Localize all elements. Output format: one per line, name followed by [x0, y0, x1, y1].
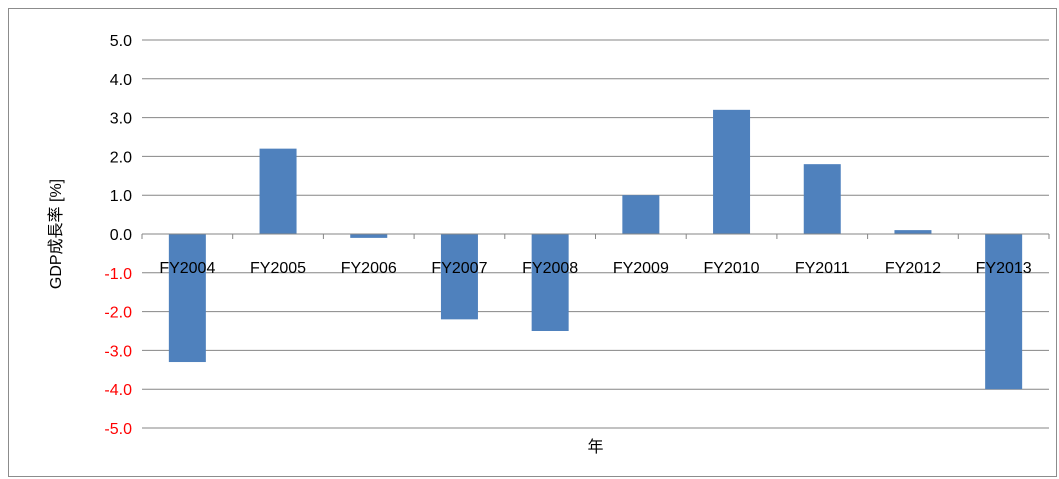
bar-fy2006 — [350, 234, 388, 238]
bar-fy2013 — [985, 234, 1023, 390]
y-tick-label: 3.0 — [110, 111, 132, 128]
bar-fy2007 — [440, 234, 478, 320]
x-axis — [141, 233, 1050, 239]
x-category-label: FY2012 — [885, 260, 941, 277]
y-tick-label: 0.0 — [110, 227, 132, 244]
x-category-label: FY2006 — [341, 260, 397, 277]
x-category-label: FY2011 — [795, 260, 850, 277]
y-tick-label: -4.0 — [104, 382, 132, 399]
x-category-label: FY2010 — [704, 260, 760, 277]
x-category-label: FY2009 — [613, 260, 669, 277]
x-axis-title: 年 — [587, 438, 603, 456]
y-tick-label: -2.0 — [104, 305, 132, 322]
chart-frame: 5.0 4.0 3.0 2.0 1.0 0.0 -1.0 -2.0 -3.0 -4.0 -5.0 F… — [8, 8, 1057, 477]
y-tick-label: 1.0 — [110, 188, 132, 205]
y-tick-label: 2.0 — [110, 149, 132, 166]
x-category-label: FY2005 — [250, 260, 306, 277]
y-tick-label: 4.0 — [110, 72, 132, 89]
x-category-label: FY2013 — [976, 260, 1032, 277]
bar-fy2004 — [168, 234, 206, 363]
bar-fy2011 — [803, 164, 841, 234]
y-tick-label: -3.0 — [104, 343, 132, 360]
bar-fy2012 — [894, 230, 932, 234]
bar-fy2005 — [259, 148, 297, 234]
x-category-label: FY2007 — [431, 260, 487, 277]
x-axis-category-labels: FY2004 FY2005 FY2006 FY2007 FY2008 FY2009 FY20… — [159, 260, 1031, 277]
bar-chart: 5.0 4.0 3.0 2.0 1.0 0.0 -1.0 -2.0 -3.0 -4.0 -5.0 F… — [47, 33, 1050, 456]
y-axis-title: GDP成長率 [%] — [47, 179, 65, 289]
bar-fy2009 — [622, 195, 660, 234]
y-tick-label: -1.0 — [104, 266, 132, 283]
bar-fy2008 — [531, 234, 569, 331]
bar-fy2010 — [713, 109, 751, 234]
x-category-label: FY2004 — [159, 260, 215, 277]
x-category-label: FY2008 — [522, 260, 578, 277]
y-axis-tick-labels: 5.0 4.0 3.0 2.0 1.0 0.0 -1.0 -2.0 -3.0 -4.0 -5.0 — [104, 33, 132, 438]
bars — [168, 109, 1023, 390]
y-tick-label: -5.0 — [104, 421, 132, 438]
y-tick-label: 5.0 — [110, 33, 132, 50]
